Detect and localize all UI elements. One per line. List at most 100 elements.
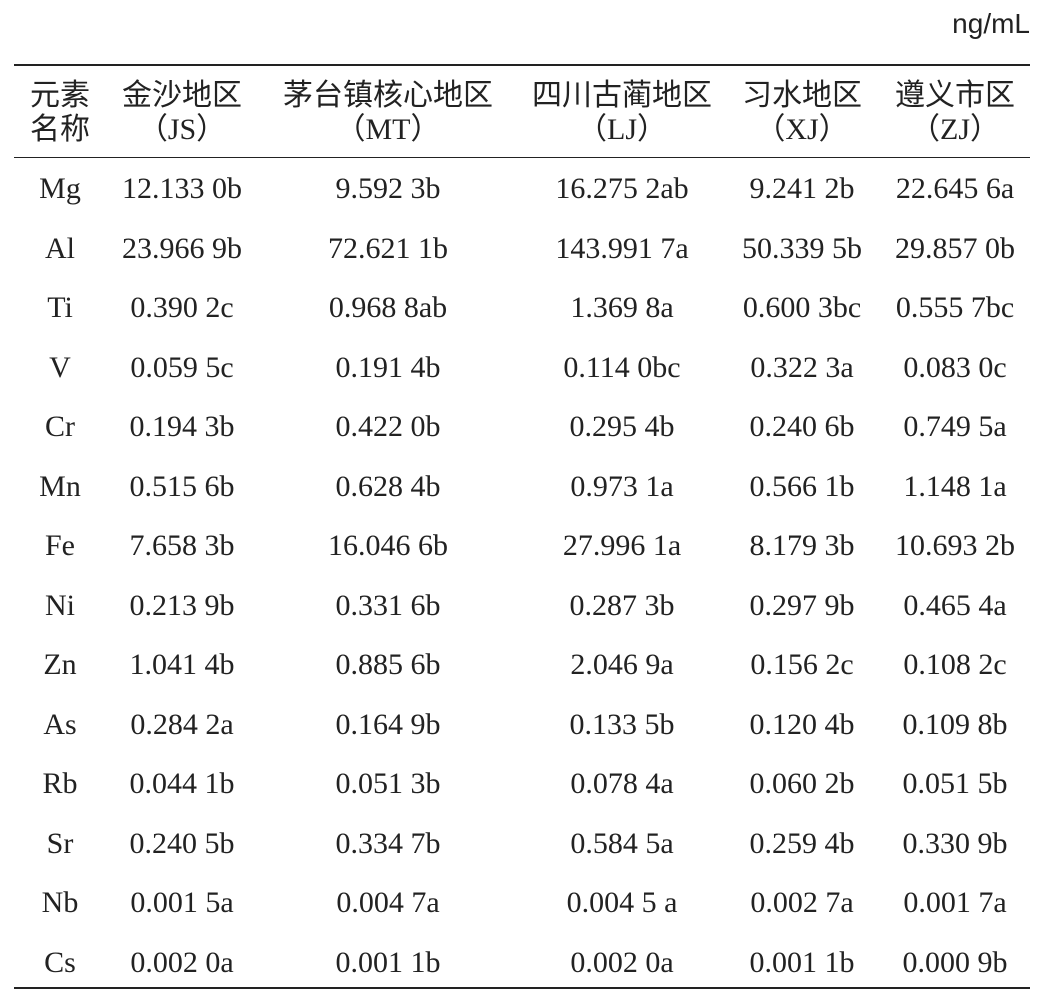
value-cell: 2.046 9a xyxy=(570,648,674,681)
element-name: Mn xyxy=(39,469,81,503)
value-cell: 7.658 3b xyxy=(129,529,235,562)
value-cell: 0.004 7a xyxy=(336,886,440,919)
value-cell: 0.002 0a xyxy=(570,945,674,979)
value-cell: 0.330 9b xyxy=(902,826,1008,860)
value-cell: 0.885 6b xyxy=(335,648,441,681)
value-cell: 0.334 7b xyxy=(335,826,441,860)
value-cell: 0.191 4b xyxy=(335,350,441,384)
value-cell: 8.179 3b xyxy=(749,529,855,562)
value-cell: 0.002 0a xyxy=(130,945,234,979)
value-cell: 0.133 5b xyxy=(569,707,675,741)
value-cell: 0.000 9b xyxy=(902,945,1008,979)
value-cell: 0.240 5b xyxy=(129,826,235,860)
element-name: Rb xyxy=(42,767,78,800)
value-cell: 0.194 3b xyxy=(129,410,235,443)
value-cell: 0.001 5a xyxy=(130,886,234,919)
value-cell: 0.584 5a xyxy=(570,826,674,860)
value-cell: 0.083 0c xyxy=(903,350,1007,384)
element-name: Mg xyxy=(39,172,81,205)
value-cell: 0.002 7a xyxy=(750,886,854,919)
value-cell: 9.241 2b xyxy=(749,172,855,205)
top-rule xyxy=(14,64,1030,66)
value-cell: 0.060 2b xyxy=(749,767,855,800)
element-name: Cs xyxy=(44,945,76,979)
value-cell: 12.133 0b xyxy=(122,172,242,205)
value-cell: 0.109 8b xyxy=(902,707,1008,741)
value-cell: 0.390 2c xyxy=(130,291,234,324)
header-cell: 元素 xyxy=(30,79,90,112)
value-cell: 0.422 0b xyxy=(335,410,441,443)
header-cell: 茅台镇核心地区 xyxy=(283,79,493,112)
value-cell: 0.259 4b xyxy=(749,826,855,860)
value-cell: 0.287 3b xyxy=(569,588,675,622)
value-cell: 22.645 6a xyxy=(895,172,1015,205)
value-cell: 0.297 9b xyxy=(749,588,855,622)
value-cell: 50.339 5b xyxy=(742,231,862,265)
value-cell: 0.555 7bc xyxy=(895,291,1015,324)
element-name: Cr xyxy=(45,410,75,443)
value-cell: 0.078 4a xyxy=(570,767,674,800)
element-name: Nb xyxy=(41,886,79,919)
element-name: Ni xyxy=(45,588,75,622)
value-cell: 0.164 9b xyxy=(335,707,441,741)
value-cell: 16.046 6b xyxy=(328,529,448,562)
header-cell: 四川古蔺地区 xyxy=(532,79,712,112)
element-name: V xyxy=(49,350,71,384)
value-cell: 16.275 2ab xyxy=(555,172,689,205)
value-cell: 0.213 9b xyxy=(129,588,235,622)
unit-label: ng/mL xyxy=(952,8,1030,39)
value-cell: 23.966 9b xyxy=(122,231,242,265)
bottom-rule xyxy=(14,987,1030,989)
value-cell: 0.051 3b xyxy=(335,767,441,800)
value-cell: 143.991 7a xyxy=(555,231,689,265)
value-cell: 0.001 1b xyxy=(749,945,855,979)
value-cell: 0.240 6b xyxy=(749,410,855,443)
value-cell: 1.148 1a xyxy=(903,469,1007,503)
value-cell: 1.369 8a xyxy=(570,291,674,324)
value-cell: 0.059 5c xyxy=(130,350,234,384)
element-name: Ti xyxy=(47,291,73,324)
element-name: As xyxy=(43,707,77,741)
value-cell: 0.566 1b xyxy=(749,469,855,503)
value-cell: 0.001 7a xyxy=(903,886,1007,919)
header-cell: 名称 xyxy=(30,113,90,146)
element-name: Al xyxy=(45,231,75,265)
header-cell: 遵义市区 xyxy=(895,79,1015,112)
header-cell: （JS） xyxy=(137,113,227,146)
value-cell: 29.857 0b xyxy=(895,231,1015,265)
header-cell: （XJ） xyxy=(755,113,849,146)
value-cell: 27.996 1a xyxy=(562,529,682,562)
value-cell: 0.004 5 a xyxy=(566,886,678,919)
value-cell: 0.968 8ab xyxy=(328,291,448,324)
value-cell: 0.600 3bc xyxy=(742,291,862,324)
header-cell: （LJ） xyxy=(577,113,667,146)
value-cell: 0.515 6b xyxy=(129,469,235,503)
value-cell: 72.621 1b xyxy=(328,231,448,265)
value-cell: 0.120 4b xyxy=(749,707,855,741)
element-name: Zn xyxy=(43,648,77,681)
value-cell: 0.114 0bc xyxy=(563,350,681,384)
value-cell: 0.749 5a xyxy=(903,410,1007,443)
value-cell: 0.051 5b xyxy=(902,767,1008,800)
value-cell: 0.295 4b xyxy=(569,410,675,443)
header-cell: （ZJ） xyxy=(910,113,1000,146)
value-cell: 0.628 4b xyxy=(335,469,441,503)
element-name: Sr xyxy=(46,826,74,860)
header-cell: （MT） xyxy=(335,113,441,146)
value-cell: 0.284 2a xyxy=(130,707,234,741)
value-cell: 0.156 2c xyxy=(750,648,854,681)
value-cell: 0.331 6b xyxy=(335,588,441,622)
value-cell: 0.108 2c xyxy=(903,648,1007,681)
value-cell: 10.693 2b xyxy=(895,529,1015,562)
header-cell: 习水地区 xyxy=(742,79,862,112)
element-name: Fe xyxy=(45,529,75,562)
header-rule xyxy=(14,157,1030,158)
value-cell: 0.973 1a xyxy=(570,469,674,503)
value-cell: 0.044 1b xyxy=(129,767,235,800)
value-cell: 0.322 3a xyxy=(750,350,854,384)
value-cell: 0.465 4a xyxy=(903,588,1007,622)
header-cell: 金沙地区 xyxy=(122,79,242,112)
value-cell: 0.001 1b xyxy=(335,945,441,979)
value-cell: 1.041 4b xyxy=(129,648,235,681)
